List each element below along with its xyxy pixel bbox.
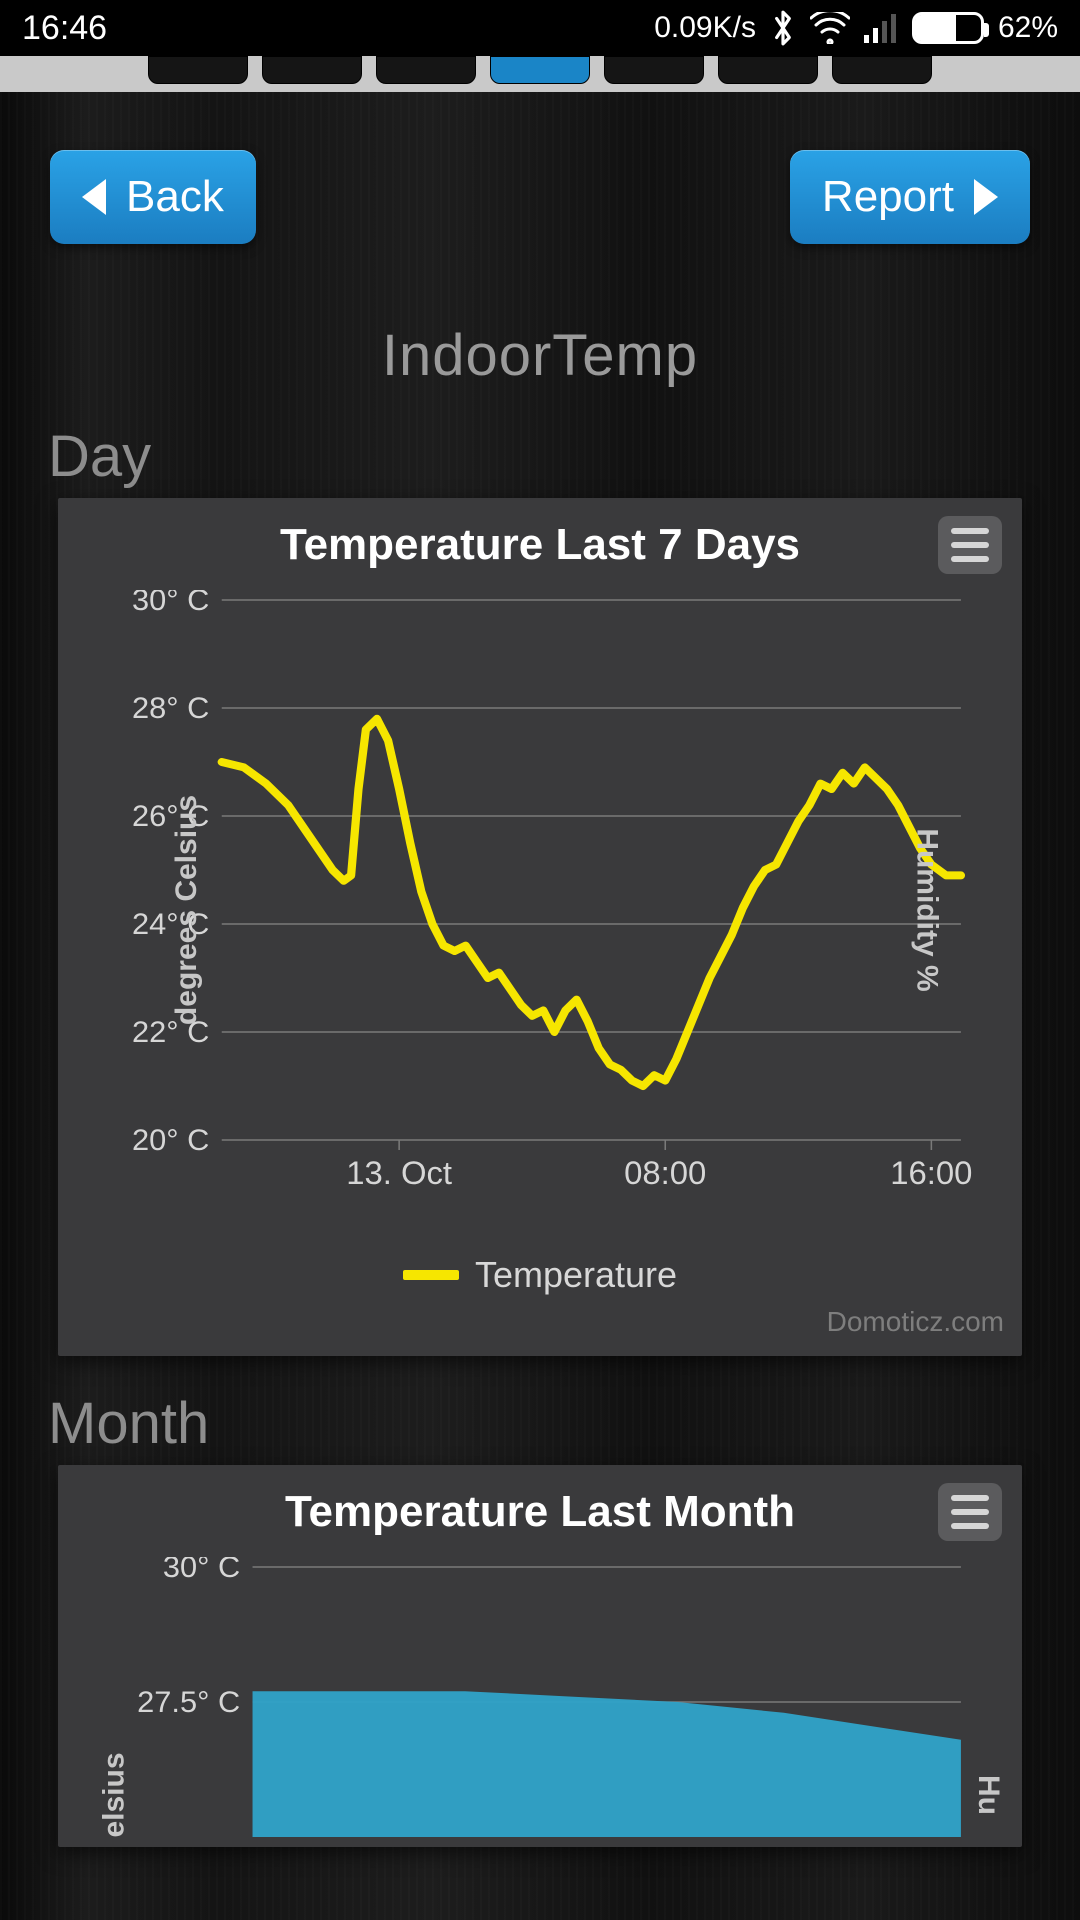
svg-text:13. Oct: 13. Oct [346,1155,452,1191]
tab-1[interactable] [262,56,362,84]
svg-text:30° C: 30° C [132,590,209,617]
svg-text:30° C: 30° C [163,1557,240,1584]
chart-day-plot: degrees Celsius Humidity % 20° C22° C24°… [78,590,1002,1230]
svg-text:08:00: 08:00 [624,1155,706,1191]
status-bar: 16:46 0.09K/s 62% [0,0,1080,56]
chevron-right-icon [974,179,998,215]
svg-text:20° C: 20° C [132,1123,209,1157]
section-month-label: Month [48,1390,1066,1457]
battery-percent: 62% [998,11,1058,45]
bluetooth-icon [770,9,796,47]
network-speed: 0.09K/s [654,11,756,45]
chart-day-legend: Temperature [58,1254,1022,1296]
tab-3[interactable] [490,56,590,84]
chart-month-menu-button[interactable] [938,1483,1002,1541]
report-label: Report [822,172,954,222]
wifi-icon [810,12,850,44]
svg-text:16:00: 16:00 [890,1155,972,1191]
signal-icon [864,13,898,43]
tab-5[interactable] [718,56,818,84]
chart-month-header: Temperature Last Month [58,1465,1022,1549]
nav-row: Back Report [14,92,1066,244]
report-button[interactable]: Report [790,150,1030,244]
chart-month-card: Temperature Last Month elsius Hu 30° C 27… [58,1465,1022,1847]
battery-icon [912,12,984,44]
tab-2[interactable] [376,56,476,84]
chart-month-plot: elsius Hu 30° C 27.5° C [78,1557,1002,1837]
status-right: 0.09K/s 62% [654,9,1058,47]
chart-day-menu-button[interactable] [938,516,1002,574]
tab-4[interactable] [604,56,704,84]
page-title: IndoorTemp [14,322,1066,389]
back-button[interactable]: Back [50,150,256,244]
status-time: 16:46 [22,9,107,48]
chart-month-y2-label: Hu [971,1775,1005,1815]
chart-day-card: Temperature Last 7 Days degrees Celsius … [58,498,1022,1356]
chart-month-y-label-partial: elsius [98,1752,132,1837]
chevron-left-icon [82,179,106,215]
tab-6[interactable] [832,56,932,84]
back-label: Back [126,172,224,222]
content-area: Back Report IndoorTemp Day Temperature L… [0,92,1080,1920]
tab-strip [0,56,1080,92]
chart-day-header: Temperature Last 7 Days [58,498,1022,582]
tab-0[interactable] [148,56,248,84]
chart-credit: Domoticz.com [58,1296,1022,1346]
svg-text:28° C: 28° C [132,691,209,725]
chart-day-y2-label: Humidity % [909,828,943,991]
legend-label-temperature: Temperature [475,1254,677,1296]
section-day-label: Day [48,423,1066,490]
legend-swatch-temperature [403,1270,459,1280]
svg-text:27.5° C: 27.5° C [137,1685,240,1719]
chart-month-title: Temperature Last Month [285,1487,795,1537]
chart-day-y-label: degrees Celsius [170,795,204,1025]
chart-day-title: Temperature Last 7 Days [280,520,800,570]
